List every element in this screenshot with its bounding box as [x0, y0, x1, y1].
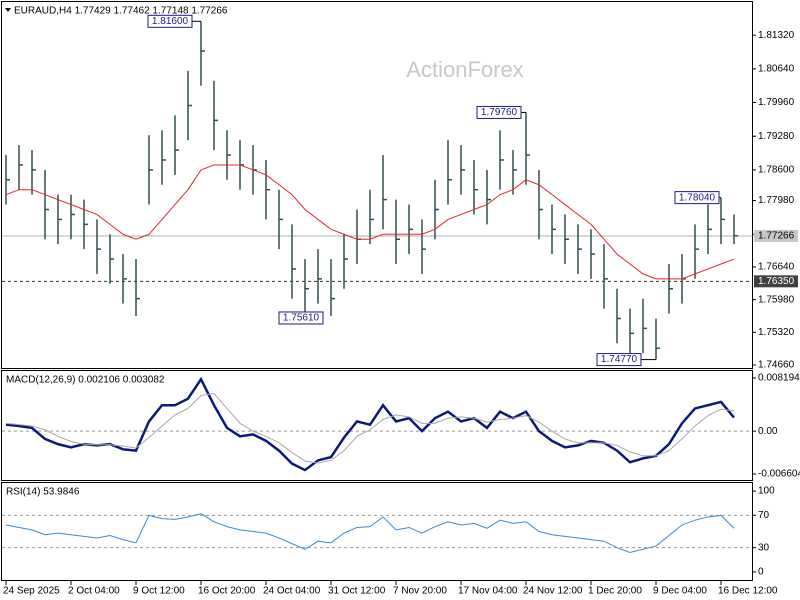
x-tick-label: 24 Oct 04:00: [263, 586, 321, 597]
y-tick-label: 70: [758, 510, 770, 521]
current-price-box: [754, 229, 798, 242]
annotation-box: [476, 105, 522, 119]
level-label: 1.76350: [758, 276, 795, 287]
panel-title: RSI(14) 53.9846: [6, 487, 80, 498]
panel-title: MACD(12,26,9) 0.002106 0.003082: [6, 375, 165, 386]
x-tick-label: 9 Dec 04:00: [653, 586, 707, 597]
x-tick-label: 7 Nov 20:00: [393, 586, 447, 597]
y-tick-label: -0.006604: [758, 469, 800, 480]
y-tick-label: 1.75980: [758, 294, 795, 305]
y-tick-label: 1.80640: [758, 64, 795, 75]
annotation-label: 1.75610: [283, 313, 320, 324]
x-tick-label: 16 Oct 20:00: [198, 586, 256, 597]
x-tick-label: 24 Sep 2025: [3, 586, 60, 597]
series-line: [5, 392, 735, 464]
annotation-label: 1.81600: [152, 16, 189, 27]
panel-title: EURAUD,H4 1.77429 1.77462 1.77148 1.7726…: [14, 6, 228, 17]
series-line: [5, 376, 735, 472]
menu-triangle: [5, 8, 11, 12]
y-tick-label: 1.79280: [758, 131, 795, 142]
x-tick-label: 1 Dec 20:00: [588, 586, 642, 597]
y-tick-label: 1.74660: [758, 360, 795, 371]
y-tick-label: 1.78600: [758, 165, 795, 176]
x-tick-label: 17 Nov 04:00: [458, 586, 518, 597]
x-tick-label: 9 Oct 12:00: [133, 586, 185, 597]
macd-panel: [1, 370, 753, 481]
series-line: [5, 513, 735, 554]
y-tick-label: 0.008194: [758, 373, 800, 384]
annotation-label: 1.79760: [481, 107, 518, 118]
annotation-label: 1.74770: [601, 354, 638, 365]
x-tick-label: 16 Dec 12:00: [718, 586, 778, 597]
annotation-box: [147, 14, 193, 28]
y-tick-label: 30: [758, 542, 770, 553]
y-tick-label: 1.77980: [758, 195, 795, 206]
y-tick-label: 1.75320: [758, 327, 795, 338]
x-tick-label: 2 Oct 04:00: [68, 586, 120, 597]
annotation-label: 1.78040: [679, 192, 716, 203]
y-tick-label: 1.81320: [758, 30, 795, 41]
y-tick-label: 100: [758, 486, 775, 497]
annotation-box: [596, 353, 642, 367]
y-tick-label: 0: [758, 567, 764, 578]
x-tick-label: 31 Oct 12:00: [328, 586, 386, 597]
y-tick-label: 0.00: [758, 426, 778, 437]
x-tick-label: 24 Nov 12:00: [523, 586, 583, 597]
moving-average: [5, 164, 735, 280]
rsi-panel: [1, 482, 753, 581]
watermark: ActionForex: [406, 57, 523, 82]
annotation-box: [674, 191, 720, 205]
level-box: [754, 275, 798, 288]
annotation-box: [278, 311, 324, 325]
price-panel: [1, 1, 753, 369]
y-tick-label: 1.76640: [758, 262, 795, 273]
y-tick-label: 1.79960: [758, 97, 795, 108]
current-price-label: 1.77266: [758, 231, 795, 242]
